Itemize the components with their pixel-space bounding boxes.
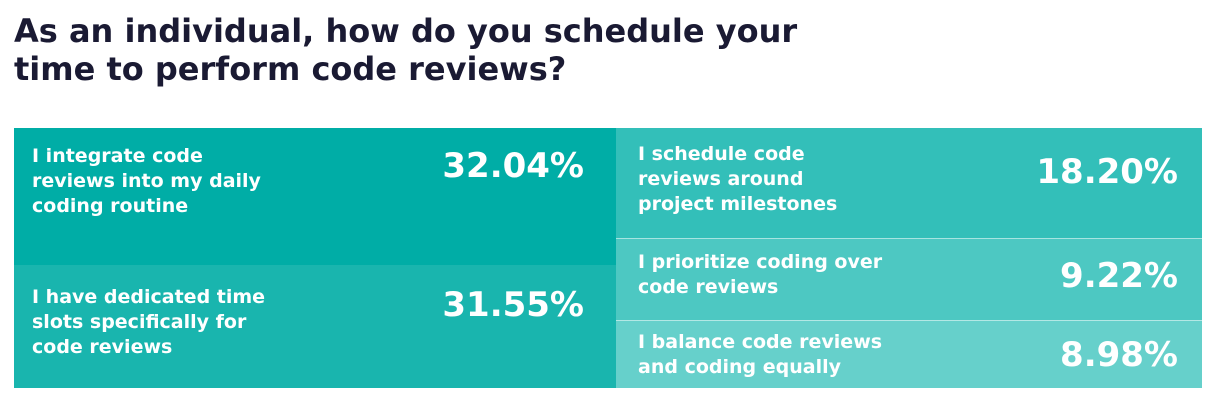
- tile-label-line: I balance code reviews: [638, 331, 883, 353]
- tile-dedicated-slots: I have dedicated time slots specifically…: [14, 265, 616, 388]
- tile-label: I prioritize coding over code reviews: [638, 250, 882, 300]
- tile-prioritize-coding: I prioritize coding over code reviews 9.…: [616, 238, 1202, 320]
- chart-title-line: time to perform code reviews?: [14, 50, 567, 88]
- tile-label-line: code reviews: [32, 336, 173, 358]
- tile-balance-equally: I balance code reviews and coding equall…: [616, 320, 1202, 388]
- tile-project-milestones: I schedule code reviews around project m…: [616, 128, 1202, 238]
- tile-label-line: and coding equally: [638, 356, 841, 378]
- tile-label-line: reviews into my daily: [32, 170, 261, 192]
- tile-label-line: project milestones: [638, 193, 838, 215]
- tile-daily-routine: I integrate code reviews into my daily c…: [14, 128, 616, 265]
- tile-value: 9.22%: [1060, 256, 1178, 296]
- tile-label: I have dedicated time slots specifically…: [32, 285, 265, 360]
- tile-value: 31.55%: [442, 285, 584, 325]
- tile-label: I integrate code reviews into my daily c…: [32, 144, 261, 219]
- tile-label-line: reviews around: [638, 168, 804, 190]
- chart-title-line: As an individual, how do you schedule yo…: [14, 12, 798, 50]
- tile-label-line: I have dedicated time: [32, 286, 266, 308]
- tile-label-line: coding routine: [32, 195, 189, 217]
- tile-label-line: code reviews: [638, 276, 779, 298]
- tile-label-line: I prioritize coding over: [638, 251, 883, 273]
- tile-label: I schedule code reviews around project m…: [638, 142, 837, 217]
- tile-label-line: I schedule code: [638, 143, 805, 165]
- tile-value: 8.98%: [1060, 335, 1178, 375]
- tile-label-line: I integrate code: [32, 145, 203, 167]
- tile-label-line: slots specifically for: [32, 311, 247, 333]
- tile-value: 32.04%: [442, 146, 584, 186]
- tile-value: 18.20%: [1036, 152, 1178, 192]
- chart-title: As an individual, how do you schedule yo…: [14, 12, 797, 88]
- tile-label: I balance code reviews and coding equall…: [638, 330, 882, 380]
